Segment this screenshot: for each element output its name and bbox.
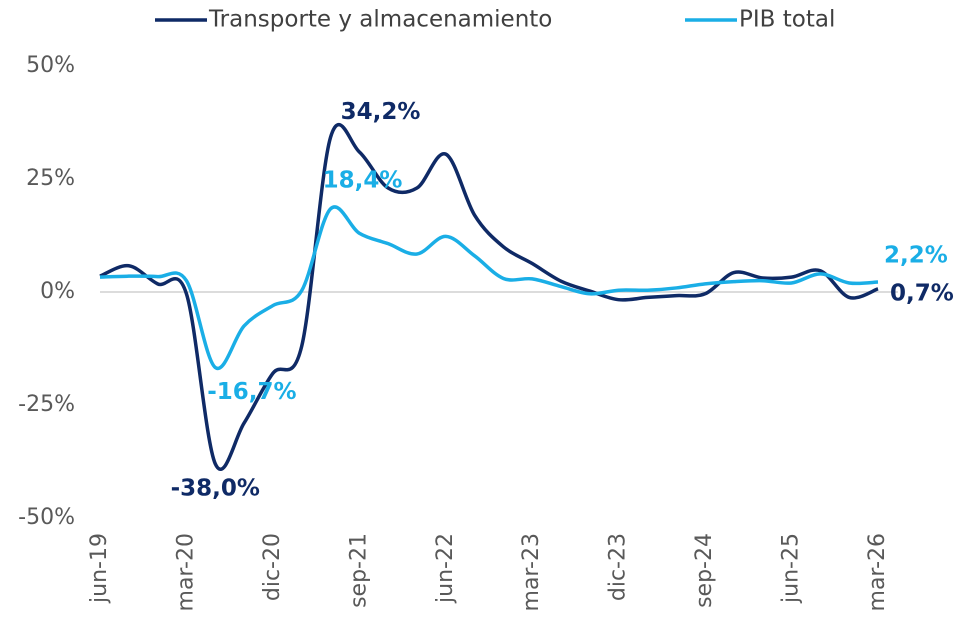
- x-tick-label: mar-20: [173, 533, 198, 611]
- data-label: 18,4%: [323, 167, 403, 193]
- data-label: 2,2%: [884, 243, 948, 269]
- x-tick-label: jun-25: [779, 533, 804, 604]
- legend-label: PIB total: [739, 7, 835, 33]
- data-label: -38,0%: [171, 475, 260, 501]
- x-tick-label: sep-24: [692, 533, 717, 608]
- y-tick-label: 50%: [26, 53, 75, 78]
- data-label: 0,7%: [890, 280, 954, 306]
- data-label: -16,7%: [207, 379, 296, 405]
- x-tick-label: mar-23: [519, 533, 544, 611]
- data-label: 34,2%: [341, 99, 421, 125]
- y-tick-label: 25%: [26, 166, 75, 191]
- series-line: [99, 122, 879, 471]
- y-tick-label: 0%: [40, 279, 75, 304]
- legend-label: Transporte y almacenamiento: [208, 7, 552, 33]
- x-tick-label: jun-19: [87, 533, 112, 604]
- x-tick-label: jun-22: [433, 533, 458, 604]
- x-tick-label: sep-21: [346, 533, 371, 608]
- x-tick-label: dic-23: [606, 533, 631, 601]
- series-line: [99, 205, 879, 371]
- x-tick-label: dic-20: [260, 533, 285, 601]
- y-tick-label: -25%: [18, 392, 75, 417]
- y-tick-label: -50%: [18, 505, 75, 530]
- x-tick-label: mar-26: [865, 533, 890, 611]
